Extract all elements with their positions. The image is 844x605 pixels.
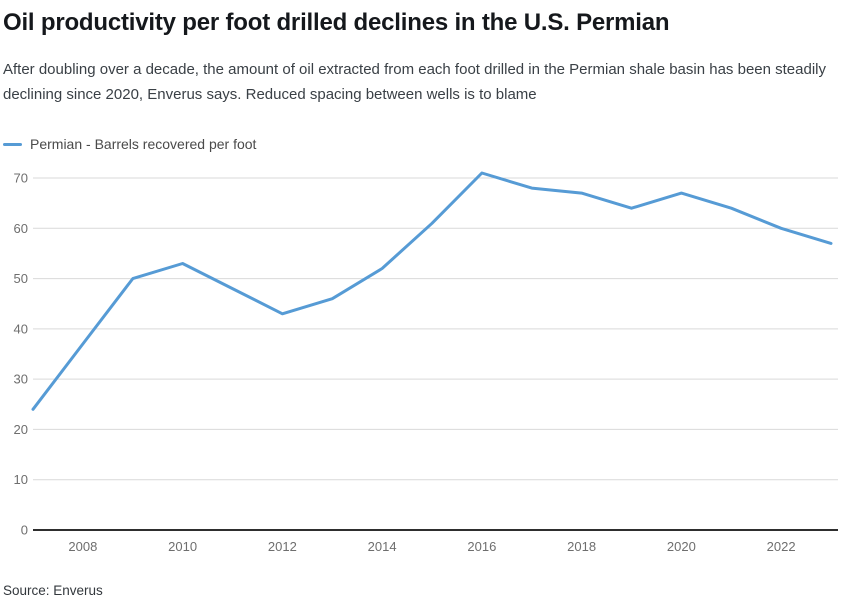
source-label: Source: Enverus: [3, 583, 103, 598]
y-tick-label: 70: [14, 171, 28, 186]
data-line-permian: [31, 171, 833, 411]
y-tick-label: 0: [21, 523, 28, 538]
legend: Permian - Barrels recovered per foot: [3, 136, 256, 152]
legend-line-swatch-icon: [3, 142, 22, 146]
x-tick-label: 2016: [467, 539, 496, 554]
y-tick-label: 30: [14, 372, 28, 387]
chart-subtitle: After doubling over a decade, the amount…: [3, 61, 826, 104]
legend-label: Permian - Barrels recovered per foot: [30, 136, 257, 152]
y-tick-label: 20: [14, 422, 28, 437]
x-tick-label: 2014: [368, 539, 397, 554]
x-tick-label: 2020: [667, 539, 696, 554]
y-tick-label: 50: [14, 271, 28, 286]
x-tick-label: 2012: [268, 539, 297, 554]
y-tick-label: 60: [14, 221, 28, 236]
x-tick-label: 2022: [767, 539, 796, 554]
page-title: Oil productivity per foot drilled declin…: [3, 9, 670, 36]
x-tick-label: 2008: [68, 539, 97, 554]
y-tick-label: 10: [14, 472, 28, 487]
y-tick-label: 40: [14, 321, 28, 336]
x-tick-label: 2010: [168, 539, 197, 554]
x-tick-label: 2018: [567, 539, 596, 554]
